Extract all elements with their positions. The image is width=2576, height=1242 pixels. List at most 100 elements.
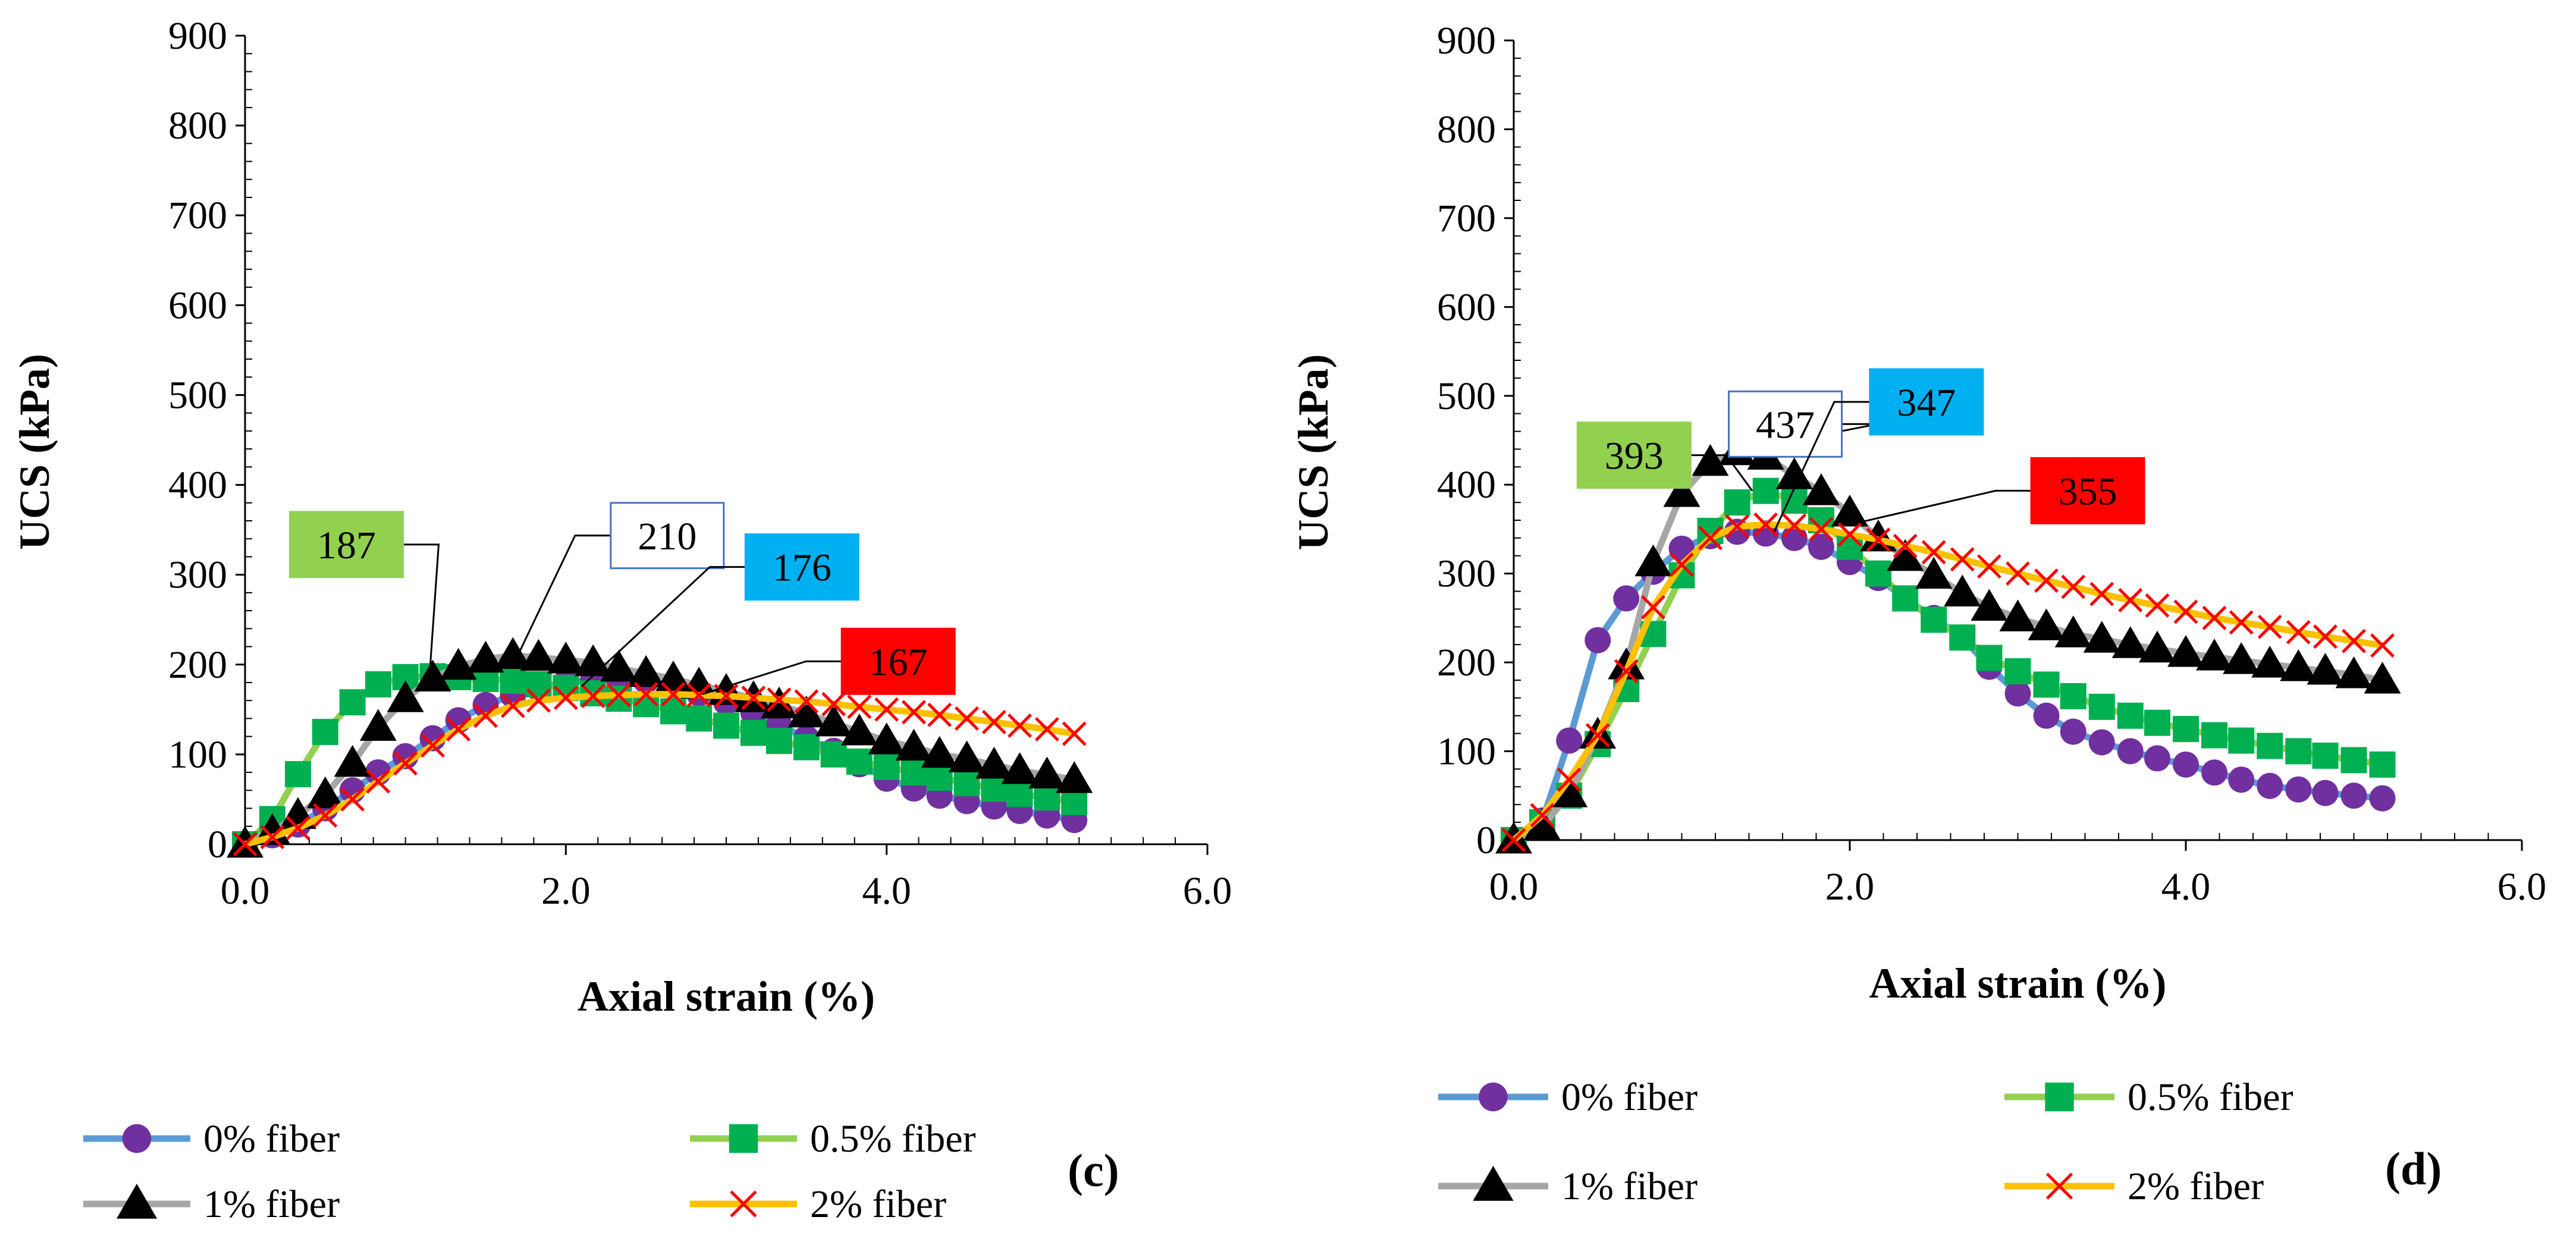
data-point — [2196, 639, 2233, 671]
data-point — [765, 728, 792, 754]
legend-swatch-marker — [730, 1190, 757, 1218]
x-tick-label: 6.0 — [1183, 869, 1232, 913]
data-point — [1641, 595, 1665, 620]
data-point — [1915, 556, 1953, 589]
y-tick-label: 0 — [208, 823, 227, 866]
data-point — [2173, 751, 2199, 778]
data-point — [1725, 514, 1750, 539]
data-point — [306, 776, 344, 809]
legend-swatch-marker — [729, 1124, 758, 1153]
callout-value: 393 — [1605, 435, 1664, 478]
data-point — [787, 695, 825, 728]
x-tick-label: 2.0 — [541, 869, 591, 913]
data-point — [233, 832, 258, 857]
y-tick-label: 300 — [168, 554, 227, 597]
series-1-fiber — [227, 637, 1093, 858]
data-point — [2061, 574, 2086, 599]
data-point — [874, 697, 899, 722]
data-point — [1837, 522, 1862, 547]
legend-label: 0% fiber — [203, 1117, 340, 1161]
y-axis-label: UCS (kPa) — [1289, 354, 1337, 550]
panel-d: 0 100 200 300 400 500 600 700 800 900 0.0 2.0 4.0 6.0… — [1289, 19, 2546, 1208]
y-tick-label: 900 — [1437, 19, 1496, 62]
data-point — [260, 825, 285, 850]
legend-label: 0.5% fiber — [2128, 1076, 2293, 1119]
data-point — [547, 642, 585, 674]
y-tick-label: 600 — [1437, 285, 1496, 329]
y-tick-label: 700 — [168, 194, 227, 237]
data-point — [767, 687, 792, 712]
data-point — [2004, 680, 2031, 707]
data-point — [2144, 709, 2170, 736]
callout-value: 167 — [869, 640, 928, 684]
data-point — [793, 734, 820, 760]
data-point — [2285, 776, 2312, 803]
data-point — [1802, 473, 1840, 505]
panel-label: (d) — [2385, 1143, 2442, 1194]
legend-label: 1% fiber — [203, 1183, 340, 1226]
data-point — [1999, 599, 2037, 631]
legend-entry: 0% fiber — [1438, 1076, 1698, 1119]
data-point — [1724, 489, 1750, 516]
y-tick-label: 0 — [1476, 819, 1496, 862]
data-point — [414, 659, 451, 691]
callout-value: 210 — [638, 515, 696, 558]
data-point — [2335, 656, 2373, 688]
data-point — [1976, 644, 2003, 671]
data-point — [2340, 782, 2367, 809]
data-point — [1556, 727, 1583, 754]
y-tick-label: 200 — [168, 643, 227, 687]
data-point — [1634, 544, 1672, 577]
data-point — [1551, 775, 1588, 807]
data-point — [2257, 772, 2283, 799]
data-point — [1865, 560, 1892, 587]
data-point — [815, 705, 852, 737]
data-point — [2257, 732, 2283, 759]
panel-label: (c) — [1068, 1144, 1119, 1196]
x-tick-label: 6.0 — [2497, 865, 2547, 908]
data-point — [1698, 526, 1722, 551]
data-point — [2257, 614, 2282, 639]
data-point — [2312, 779, 2339, 806]
data-point — [741, 686, 766, 710]
callout-leader — [1773, 401, 1870, 533]
series-2-fiber — [1501, 512, 2395, 853]
data-point — [1613, 585, 1640, 612]
data-point — [1557, 767, 1582, 792]
data-point — [446, 717, 471, 742]
data-point — [1585, 723, 1610, 748]
data-point — [868, 722, 905, 754]
data-point — [873, 754, 900, 781]
data-point — [900, 759, 927, 786]
data-point — [1034, 784, 1060, 811]
data-point — [2364, 662, 2401, 694]
data-point — [1614, 659, 1639, 684]
callout-leader — [1849, 489, 2032, 526]
callout-leader — [1690, 454, 1753, 492]
legend-swatch-marker — [2045, 1172, 2073, 1200]
data-point — [1921, 606, 1947, 633]
data-point — [1808, 533, 1834, 560]
y-tick-label: 700 — [1437, 197, 1496, 240]
data-point — [1663, 475, 1700, 507]
data-point — [2307, 653, 2344, 685]
data-point — [520, 639, 557, 671]
y-tick-label: 300 — [1437, 552, 1496, 596]
legend-entry: 2% fiber — [2004, 1165, 2264, 1208]
callout-value: 187 — [317, 524, 376, 567]
data-point — [2088, 693, 2115, 720]
data-point — [846, 748, 873, 775]
data-point — [284, 761, 311, 788]
legend-entry: 1% fiber — [83, 1183, 340, 1226]
legend-entry: 1% fiber — [1438, 1165, 1698, 1208]
callout-value: 355 — [2059, 470, 2117, 513]
peak-callout: 187 — [289, 511, 440, 677]
y-tick-label: 100 — [1437, 730, 1496, 774]
data-point — [740, 719, 767, 746]
data-point — [2060, 683, 2086, 709]
data-point — [2370, 633, 2395, 658]
data-point — [500, 667, 526, 694]
data-point — [494, 637, 532, 669]
data-point — [2145, 593, 2170, 618]
data-point — [334, 745, 371, 777]
